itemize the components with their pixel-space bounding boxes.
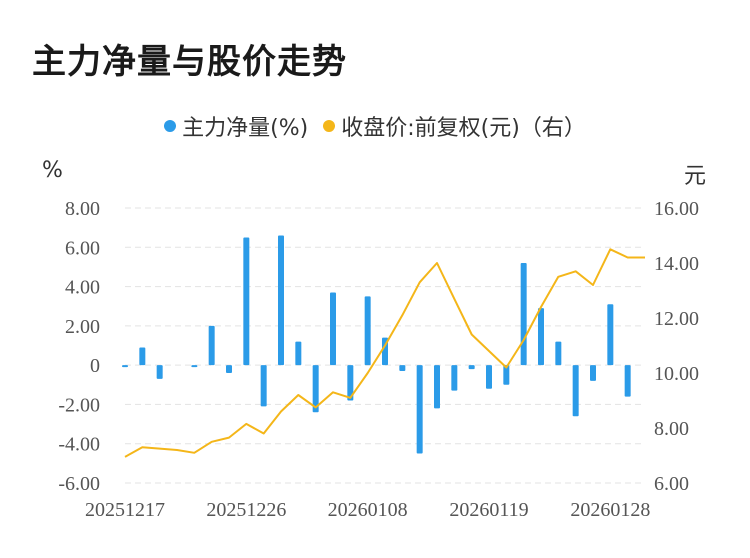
x-tick-label: 20260108 xyxy=(328,499,408,521)
legend: 主力净量(%) 收盘价:前复权(元)（右） xyxy=(0,110,750,142)
bar xyxy=(503,365,510,385)
bar xyxy=(555,341,562,366)
y-left-tick-label: 0 xyxy=(90,355,100,377)
bar xyxy=(468,365,475,370)
y-left-tick-label: -6.00 xyxy=(58,473,100,495)
bar xyxy=(156,365,163,379)
y-right-tick-label: 12.00 xyxy=(654,308,699,330)
bar xyxy=(312,365,319,413)
bar xyxy=(243,237,250,366)
legend-bar-label: 主力净量(%) xyxy=(182,116,309,141)
bar xyxy=(624,365,631,397)
left-axis-unit: % xyxy=(42,158,63,183)
legend-item-line[interactable]: 收盘价:前复权(元)（右） xyxy=(323,110,586,142)
y-left-tick-label: 6.00 xyxy=(65,237,100,259)
bar xyxy=(260,365,267,407)
bar xyxy=(590,365,596,381)
y-right-tick-label: 8.00 xyxy=(654,418,689,440)
x-tick-label: 20251226 xyxy=(206,499,286,521)
legend-line-swatch xyxy=(323,120,336,132)
bar xyxy=(572,365,579,417)
bar xyxy=(208,325,215,366)
bar xyxy=(330,292,336,366)
bar xyxy=(416,365,423,454)
y-right-tick-label: 14.00 xyxy=(654,253,699,275)
y-left-tick-label: 8.00 xyxy=(65,198,100,220)
legend-bar-swatch xyxy=(164,120,177,132)
bar xyxy=(399,365,406,372)
bar xyxy=(486,365,492,389)
y-left-tick-label: 4.00 xyxy=(65,277,100,299)
price-line xyxy=(124,248,645,458)
bar xyxy=(607,304,614,366)
bar xyxy=(278,235,284,366)
y-left-tick-label: -2.00 xyxy=(58,394,100,416)
y-right-tick-label: 16.00 xyxy=(654,198,699,220)
x-tick-label: 20251217 xyxy=(85,499,165,521)
y-left-tick-label: 2.00 xyxy=(65,316,100,338)
bar xyxy=(295,341,302,366)
chart-title: 主力净量与股价走势 xyxy=(32,42,347,82)
bar xyxy=(520,263,527,366)
bar xyxy=(364,296,371,366)
x-tick-label: 20260128 xyxy=(570,499,650,521)
bar xyxy=(434,365,440,409)
legend-line-label: 收盘价:前复权(元)（右） xyxy=(341,116,586,141)
x-tick-label: 20260119 xyxy=(449,499,528,521)
bar xyxy=(122,365,128,368)
bar xyxy=(538,308,544,366)
right-axis-unit: 元 xyxy=(684,164,707,189)
bar xyxy=(451,365,458,391)
y-right-tick-label: 6.00 xyxy=(654,473,689,495)
bar xyxy=(347,365,354,401)
bar xyxy=(139,347,146,366)
bar xyxy=(191,365,198,368)
legend-item-bar[interactable]: 主力净量(%) xyxy=(164,110,308,142)
y-right-tick-label: 10.00 xyxy=(654,363,699,385)
bar xyxy=(226,365,232,373)
y-left-tick-label: -4.00 xyxy=(58,434,100,456)
